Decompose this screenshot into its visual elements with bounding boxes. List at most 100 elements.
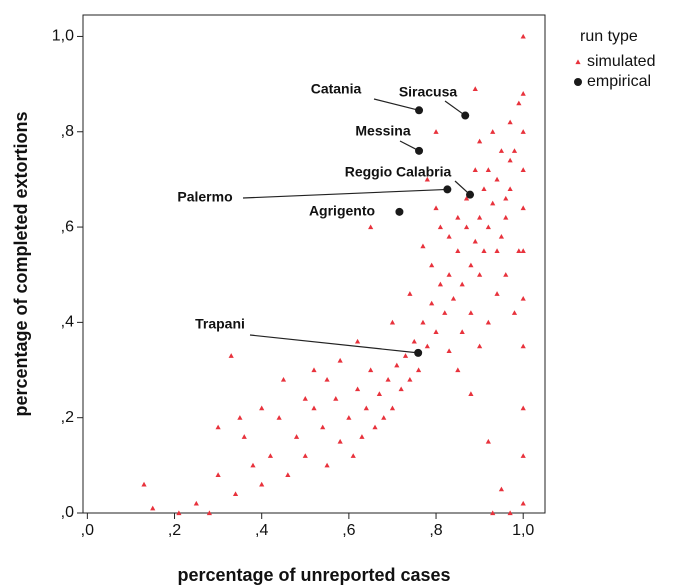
simulated-point [459, 281, 465, 287]
simulated-point [354, 386, 361, 392]
simulated-point [520, 295, 526, 301]
simulated-point [237, 415, 243, 420]
point-label: Agrigento [309, 203, 375, 219]
simulated-point [520, 405, 526, 411]
simulated-point [433, 205, 439, 211]
simulated-point [193, 500, 199, 506]
legend-marker [574, 78, 582, 86]
simulated-point [477, 138, 483, 144]
simulated-point [215, 424, 221, 430]
y-tick-label: ,0 [61, 504, 74, 521]
simulated-point [520, 500, 526, 506]
simulated-point [176, 510, 182, 516]
simulated-point [437, 281, 443, 287]
simulated-point [446, 233, 452, 239]
point-label: Messina [355, 123, 410, 139]
empirical-point [414, 348, 423, 357]
simulated-point [285, 472, 291, 477]
simulated-point [276, 415, 282, 420]
simulated-point [463, 195, 470, 201]
simulated-point [485, 167, 491, 172]
simulated-point [429, 262, 435, 268]
simulated-point [381, 415, 387, 420]
x-tick-label: ,0 [81, 522, 94, 539]
point-label: Siracusa [399, 84, 458, 100]
simulated-point [481, 248, 487, 253]
x-tick-label: ,2 [168, 522, 181, 539]
simulated-point [459, 329, 465, 334]
simulated-point [259, 405, 265, 411]
simulated-point [442, 310, 448, 315]
leader-line [444, 100, 466, 117]
simulated-point [455, 367, 461, 373]
legend-label: simulated [587, 53, 655, 70]
simulated-point [385, 376, 391, 382]
simulated-point [446, 348, 452, 354]
y-axis-title: percentage of completed extortions [11, 111, 31, 416]
point-label: Catania [311, 81, 362, 97]
simulated-point [485, 319, 491, 325]
leader-line [242, 188, 448, 199]
simulated-point [477, 343, 483, 349]
simulated-point [463, 224, 470, 230]
simulated-point [481, 186, 487, 192]
simulated-point [250, 462, 256, 468]
simulated-point [494, 291, 500, 296]
simulated-point [433, 129, 439, 134]
simulated-point [302, 453, 308, 458]
simulated-point [503, 214, 509, 220]
legend-marker [575, 59, 581, 65]
simulated-point [498, 148, 505, 153]
x-tick-label: ,8 [429, 522, 442, 539]
simulated-point [411, 338, 417, 344]
y-tick-label: ,4 [61, 314, 74, 331]
simulated-point [494, 248, 500, 253]
simulated-point [293, 434, 300, 439]
simulated-point [494, 176, 500, 182]
simulated-point [389, 319, 396, 325]
simulated-point [520, 91, 526, 96]
simulated-point [241, 434, 247, 439]
simulated-point [507, 186, 513, 192]
simulated-point [433, 329, 439, 334]
y-tick-label: 1,0 [52, 28, 74, 45]
simulated-point [490, 200, 496, 206]
simulated-point [450, 295, 457, 301]
simulated-point [468, 310, 474, 315]
simulated-point [507, 510, 513, 516]
simulated-point [468, 391, 474, 396]
simulated-point [389, 405, 396, 411]
leader-line [373, 98, 420, 111]
point-label: Reggio Calabria [345, 164, 452, 180]
empirical-point [461, 111, 470, 120]
simulated-point [472, 167, 478, 172]
simulated-point [516, 248, 522, 253]
simulated-point [359, 434, 365, 439]
y-tick-label: ,8 [61, 123, 74, 140]
simulated-point [407, 376, 413, 382]
x-tick-label: ,4 [255, 522, 268, 539]
simulated-point [368, 367, 374, 373]
simulated-point [420, 243, 426, 249]
simulated-point [490, 129, 496, 134]
simulated-point [259, 481, 265, 487]
simulated-point [376, 391, 382, 396]
simulated-point [455, 214, 461, 220]
simulated-point [350, 453, 356, 458]
simulated-point [520, 453, 526, 458]
simulated-point [267, 453, 274, 458]
simulated-point [498, 233, 505, 239]
simulated-point [520, 167, 526, 172]
x-axis-title: percentage of unreported cases [177, 565, 450, 585]
simulated-point [280, 376, 287, 382]
simulated-point [363, 405, 369, 411]
empirical-point [415, 146, 424, 155]
simulated-point [429, 300, 435, 306]
simulated-point [150, 505, 156, 511]
simulated-point [477, 214, 483, 220]
simulated-point [498, 486, 505, 492]
simulated-point [472, 238, 478, 244]
simulated-point [420, 319, 426, 325]
legend-title: run type [580, 28, 638, 45]
empirical-point [466, 190, 475, 199]
